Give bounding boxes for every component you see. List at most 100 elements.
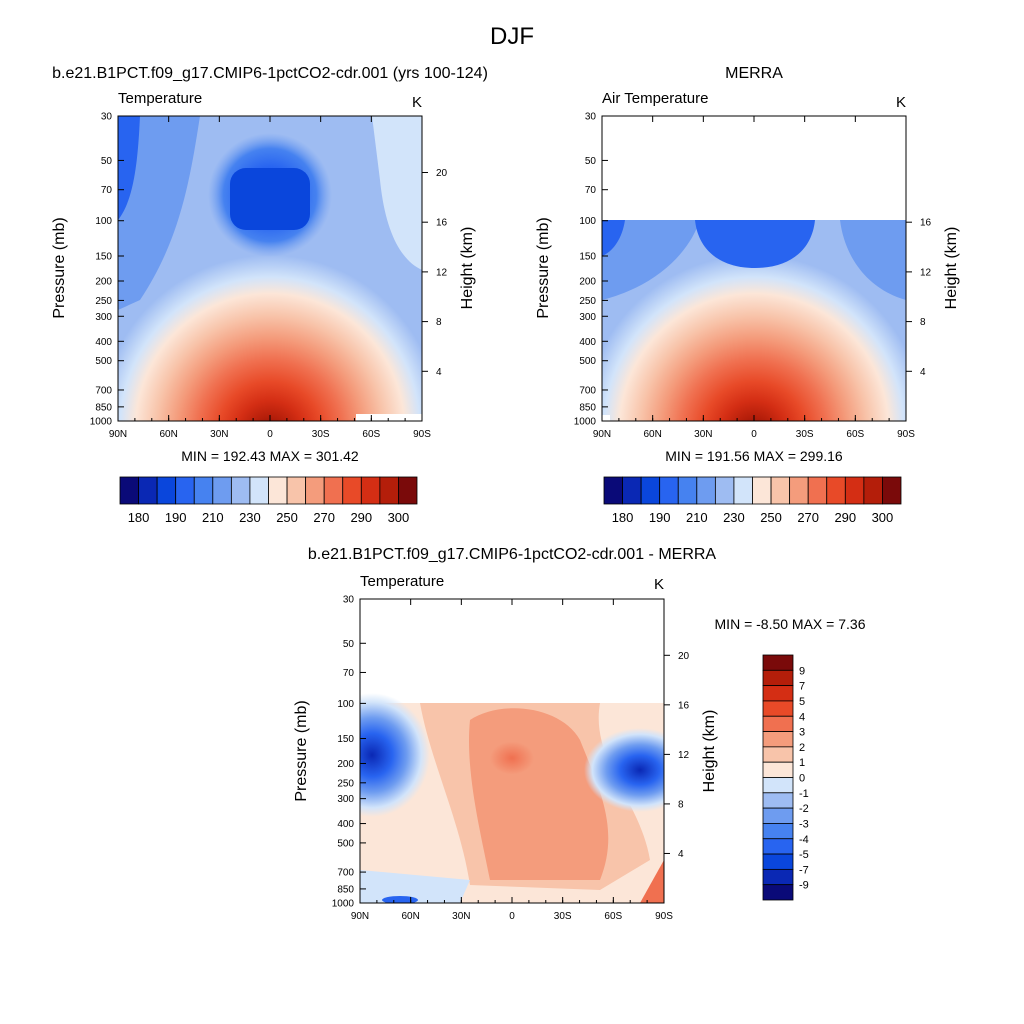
contour-field xyxy=(118,116,422,421)
missing-data-gap xyxy=(356,414,422,421)
colorbar-box xyxy=(762,685,794,702)
colorbar-box xyxy=(640,476,661,505)
y-tick-label: 300 xyxy=(95,312,112,323)
colorbar-label: 4 xyxy=(799,711,805,723)
y-tick-label: 150 xyxy=(337,734,354,745)
colorbar-box xyxy=(175,476,195,505)
colorbar-box xyxy=(677,476,698,505)
y-tick-label: 700 xyxy=(337,868,354,879)
y-tick-label: 50 xyxy=(101,156,113,167)
y-tick-label: 1000 xyxy=(332,899,355,910)
panel-case-title: b.e21.B1PCT.f09_g17.CMIP6-1pctCO2-cdr.00… xyxy=(308,546,717,563)
y2-tick-label: 20 xyxy=(436,168,448,179)
colorbar-label: 9 xyxy=(799,665,805,677)
y-tick-label: 100 xyxy=(579,216,596,227)
y-tick-label: 1000 xyxy=(574,417,597,428)
y2-tick-label: 12 xyxy=(920,267,932,278)
y-tick-label: 30 xyxy=(101,112,113,123)
colorbar-box xyxy=(762,807,794,824)
colorbar: 180 190 210 230 250 270 290 300 xyxy=(603,476,902,525)
y-tick-label: 100 xyxy=(337,699,354,710)
x-tick-label: 0 xyxy=(751,429,757,440)
bottom-axis: 90N 60N 30N 0 30S 60S 90S xyxy=(593,116,915,440)
colorbar-label: 180 xyxy=(128,510,150,525)
x-tick-label: 60N xyxy=(643,429,661,440)
contour-stratosphere-left xyxy=(118,116,200,310)
colorbar-box xyxy=(696,476,716,505)
colorbar-box xyxy=(379,476,399,505)
y-tick-label: 30 xyxy=(585,112,597,123)
right-axis-title: Height (km) xyxy=(701,710,718,793)
colorbar-box xyxy=(762,715,794,732)
y-tick-label: 400 xyxy=(337,819,354,830)
contour-stratosphere-right-light xyxy=(372,116,422,270)
contour-tropopause-cold xyxy=(695,220,815,268)
colorbar-box xyxy=(789,476,809,505)
y-tick-label: 250 xyxy=(579,296,596,307)
x-tick-label: 90S xyxy=(897,429,915,440)
colorbar-box xyxy=(762,761,794,778)
y2-tick-label: 8 xyxy=(920,317,926,328)
contour-cold-bias-north xyxy=(360,693,430,817)
colorbar-box xyxy=(762,838,794,855)
colorbar-label: -3 xyxy=(799,818,809,830)
colorbar-label: 1 xyxy=(799,757,805,769)
min-max-stats: MIN = -8.50 MAX = 7.36 xyxy=(715,616,866,632)
panel-model: b.e21.B1PCT.f09_g17.CMIP6-1pctCO2-cdr.00… xyxy=(51,65,488,525)
y-tick-label: 100 xyxy=(95,216,112,227)
contour-cold-bias-south xyxy=(584,728,664,812)
y2-tick-label: 16 xyxy=(920,218,932,229)
colorbar-box xyxy=(762,700,794,717)
y-tick-label: 400 xyxy=(95,337,112,348)
y-tick-label: 150 xyxy=(95,251,112,262)
min-max-stats: MIN = 191.56 MAX = 299.16 xyxy=(665,448,843,464)
colorbar-box xyxy=(762,669,794,687)
panel-units: K xyxy=(654,576,664,593)
x-tick-label: 60N xyxy=(401,911,419,922)
left-axis: 30 50 70 100 150 200 250 300 400 500 700 850 1000 xyxy=(574,112,608,428)
y-tick-label: 500 xyxy=(337,838,354,849)
y2-tick-label: 12 xyxy=(678,750,690,761)
bottom-axis: 90N 60N 30N 0 30S 60S 90S xyxy=(109,116,431,440)
y-tick-label: 850 xyxy=(579,402,596,413)
colorbar-label: 5 xyxy=(799,696,805,708)
panel-case-title: MERRA xyxy=(725,65,783,82)
colorbar-box xyxy=(398,476,418,505)
colorbar-label: 190 xyxy=(649,510,671,525)
y-axis-title: Pressure (mb) xyxy=(535,217,552,318)
colorbar-label: 250 xyxy=(276,510,298,525)
x-tick-label: 30S xyxy=(554,911,572,922)
field-no-data-mask xyxy=(602,116,906,220)
y-axis-title: Pressure (mb) xyxy=(51,217,68,318)
colorbar-box xyxy=(844,476,865,505)
colorbar-label: -2 xyxy=(799,803,809,815)
colorbar-box xyxy=(762,777,794,794)
colorbar-label: -5 xyxy=(799,849,809,861)
x-tick-label: 60S xyxy=(846,429,864,440)
y-tick-label: 200 xyxy=(95,277,112,288)
contour-field xyxy=(602,116,906,421)
right-axis-title: Height (km) xyxy=(943,227,960,310)
colorbar-box xyxy=(807,476,828,505)
x-tick-label: 90N xyxy=(593,429,611,440)
colorbar-label: 290 xyxy=(834,510,856,525)
y-tick-label: 70 xyxy=(101,185,113,196)
x-tick-label: 90S xyxy=(413,429,431,440)
colorbar-label: -9 xyxy=(799,880,809,892)
y-tick-label: 150 xyxy=(579,251,596,262)
panel-obs: MERRA Air Temperature K 30 50 70 100 150 200 2… xyxy=(535,65,960,525)
y2-tick-label: 12 xyxy=(436,267,448,278)
colorbar-box xyxy=(762,731,794,748)
contour-surface-warm-south xyxy=(640,860,664,903)
y-tick-label: 50 xyxy=(585,156,597,167)
colorbar-label: 210 xyxy=(686,510,708,525)
colorbar-label: -4 xyxy=(799,834,809,846)
figure-title: DJF xyxy=(490,23,534,50)
colorbar-box xyxy=(770,476,791,505)
y2-tick-label: 8 xyxy=(678,799,684,810)
panel-units: K xyxy=(896,94,906,111)
y-tick-label: 70 xyxy=(343,668,355,679)
contour-tropopause-core xyxy=(230,168,310,230)
y2-tick-label: 8 xyxy=(436,317,442,328)
